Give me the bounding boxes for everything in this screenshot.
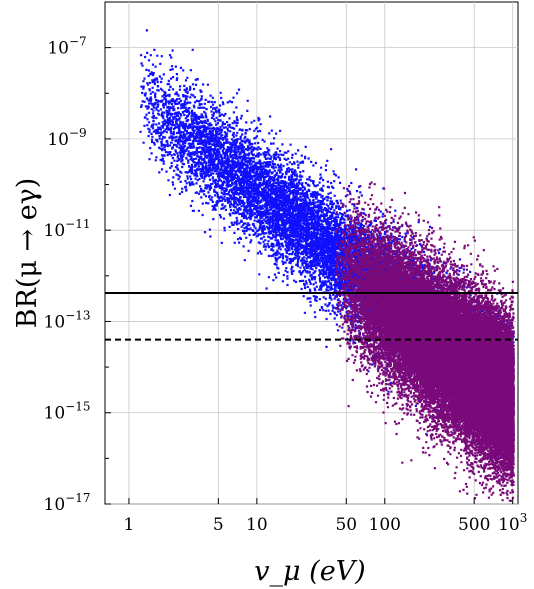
y-tick-labels: 10−7 10−9 10−11 10−13 10−15 10−17: [44, 35, 91, 515]
x-tick-label: 1: [124, 515, 135, 535]
x-tick-label: 103: [498, 511, 527, 535]
x-tick-label: 500: [458, 515, 490, 535]
y-tick-label: 10−13: [44, 308, 91, 332]
series-1-markers: [334, 181, 515, 502]
y-tick-label: 10−11: [44, 217, 91, 241]
series-1-points: [334, 181, 515, 502]
x-tick-labels: 1 5 10 50 100 500 103: [124, 511, 528, 535]
y-tick-label: 10−15: [44, 400, 91, 424]
scatter-points: [139, 29, 515, 502]
x-tick-label: 100: [369, 515, 401, 535]
x-tick-label: 50: [335, 515, 357, 535]
x-tick-label: 10: [246, 515, 268, 535]
tick-marks: [105, 1, 514, 505]
y-axis-title: BR(μ → eγ): [12, 178, 43, 329]
x-tick-label: 5: [213, 515, 224, 535]
reference-lines: [105, 292, 518, 341]
y-tick-label: 10−9: [47, 126, 86, 150]
y-tick-label: 10−7: [47, 35, 86, 59]
y-tick-label: 10−17: [44, 491, 91, 515]
x-axis-title: v_μ (eV): [254, 556, 365, 587]
